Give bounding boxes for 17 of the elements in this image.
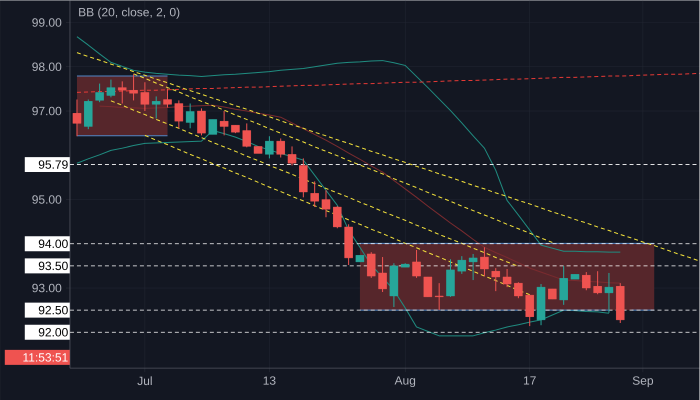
ref-line-label: 93.50 — [38, 262, 68, 270]
x-tick-label: 13 — [264, 376, 276, 385]
ref-line-label: 94.00 — [38, 239, 68, 248]
text: 11:53:51 — [23, 353, 68, 362]
y-tick-label: 98.00 — [32, 62, 62, 71]
ref-line-label: 95.79 — [38, 160, 68, 169]
x-tick-label: Jul — [137, 376, 152, 386]
x-tick-label: 17 — [524, 376, 536, 385]
ref-line-label: 92.50 — [38, 306, 68, 314]
x-tick-label: Sep — [632, 376, 654, 388]
y-tick-label: 93.00 — [32, 284, 62, 292]
y-tick-label: 95.00 — [32, 195, 62, 204]
x-tick-label: Aug — [394, 376, 416, 388]
y-tick-label: 97.00 — [32, 106, 62, 116]
text: BB (20, close, 2, 0) — [79, 8, 180, 19]
ref-line-label: 92.00 — [38, 328, 68, 336]
y-tick-label: 99.00 — [32, 18, 62, 27]
